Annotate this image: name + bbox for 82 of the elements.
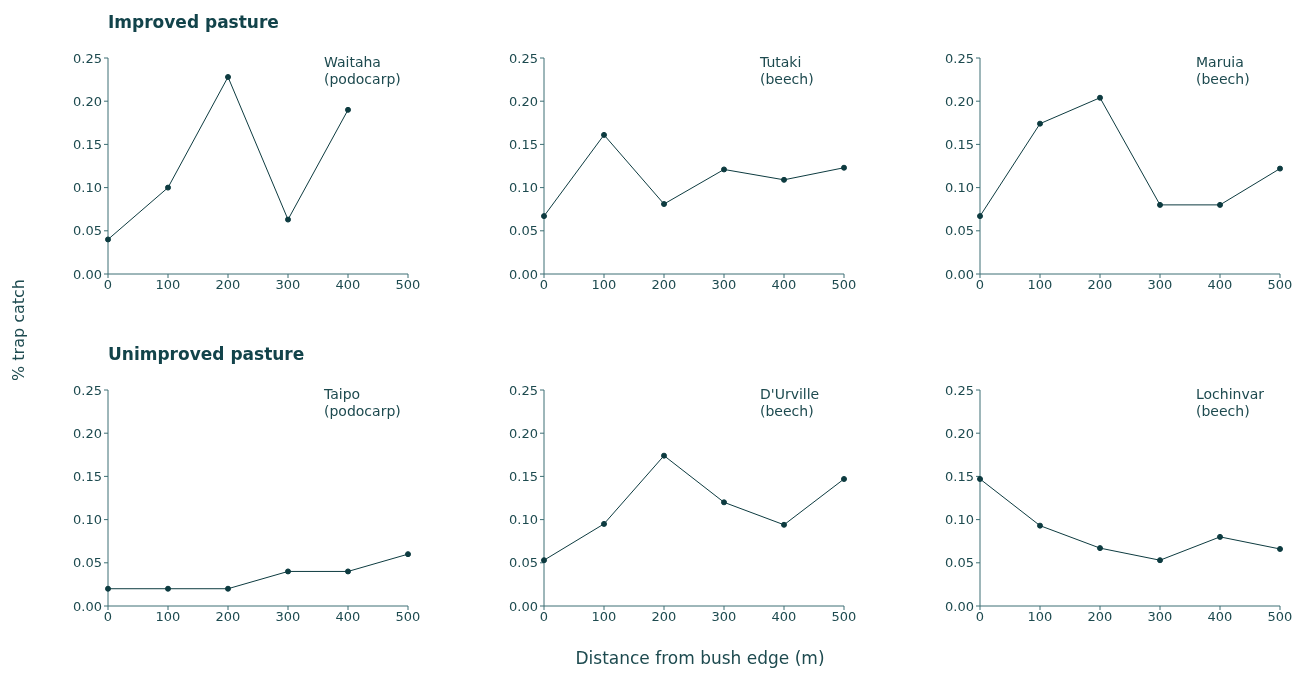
y-tick-label: 0.15 xyxy=(509,469,538,485)
y-tick-label: 0.05 xyxy=(945,223,974,239)
y-tick-label: 0.05 xyxy=(73,223,102,239)
y-tick-label: 0.15 xyxy=(945,469,974,485)
y-tick-label: 0.15 xyxy=(73,137,102,153)
y-tick-label: 0.00 xyxy=(73,598,102,614)
x-tick-label: 0 xyxy=(539,609,549,625)
x-tick-label: 100 xyxy=(1027,277,1053,293)
y-tick-label: 0.10 xyxy=(945,512,974,528)
x-tick-label: 200 xyxy=(1087,609,1113,625)
x-tick-label: 300 xyxy=(1147,277,1173,293)
y-tick-label: 0.10 xyxy=(945,180,974,196)
y-tick-label: 0.00 xyxy=(73,266,102,282)
y-tick-label: 0.20 xyxy=(509,93,538,109)
y-tick-label: 0.15 xyxy=(509,137,538,153)
x-tick-label: 300 xyxy=(711,609,737,625)
y-tick-label: 0.05 xyxy=(73,555,102,571)
y-tick-label: 0.05 xyxy=(509,223,538,239)
x-tick-label: 200 xyxy=(651,609,677,625)
y-tick-label: 0.05 xyxy=(945,555,974,571)
chart-title: Unimproved pasture xyxy=(108,344,305,364)
y-tick-label: 0.20 xyxy=(945,93,974,109)
chart-subtitle: Lochinvar (beech) xyxy=(1196,386,1265,420)
x-tick-label: 300 xyxy=(1147,609,1173,625)
x-tick-label: 200 xyxy=(1087,277,1113,293)
y-tick-label: 0.25 xyxy=(509,50,538,66)
x-tick-label: 100 xyxy=(155,277,181,293)
y-tick-label: 0.15 xyxy=(73,469,102,485)
x-tick-label: 400 xyxy=(771,277,797,293)
y-tick-label: 0.10 xyxy=(73,512,102,528)
y-tick-label: 0.10 xyxy=(509,180,538,196)
y-tick-label: 0.25 xyxy=(509,382,538,398)
y-tick-label: 0.10 xyxy=(73,180,102,196)
x-tick-label: 500 xyxy=(831,609,857,625)
x-tick-label: 200 xyxy=(651,277,677,293)
x-tick-label: 500 xyxy=(831,277,857,293)
x-tick-label: 500 xyxy=(1267,277,1293,293)
x-tick-label: 0 xyxy=(103,609,113,625)
x-tick-label: 500 xyxy=(395,277,421,293)
chart-subtitle: Tutaki (beech) xyxy=(760,54,814,88)
x-tick-label: 300 xyxy=(275,609,301,625)
x-tick-label: 200 xyxy=(215,277,241,293)
y-tick-label: 0.25 xyxy=(945,382,974,398)
y-tick-label: 0.00 xyxy=(509,598,538,614)
x-tick-label: 400 xyxy=(1207,609,1233,625)
x-tick-label: 0 xyxy=(975,609,985,625)
y-axis-title: % trap catch xyxy=(8,279,28,381)
x-tick-label: 100 xyxy=(1027,609,1053,625)
x-tick-label: 400 xyxy=(771,609,797,625)
y-tick-label: 0.05 xyxy=(509,555,538,571)
x-tick-label: 400 xyxy=(335,277,361,293)
y-tick-label: 0.00 xyxy=(945,598,974,614)
chart-subtitle: D'Urville (beech) xyxy=(760,386,820,420)
x-tick-label: 0 xyxy=(539,277,549,293)
y-tick-label: 0.25 xyxy=(945,50,974,66)
x-tick-label: 500 xyxy=(1267,609,1293,625)
x-axis-title: Distance from bush edge (m) xyxy=(575,648,825,668)
y-tick-label: 0.20 xyxy=(73,93,102,109)
chart-subtitle: Taipo (podocarp) xyxy=(324,386,401,420)
x-tick-label: 500 xyxy=(395,609,421,625)
y-tick-label: 0.20 xyxy=(945,425,974,441)
chart-subtitle: Maruia (beech) xyxy=(1196,54,1250,88)
x-tick-label: 100 xyxy=(155,609,181,625)
y-tick-label: 0.20 xyxy=(509,425,538,441)
y-tick-label: 0.00 xyxy=(509,266,538,282)
y-tick-label: 0.20 xyxy=(73,425,102,441)
y-tick-label: 0.00 xyxy=(945,266,974,282)
x-tick-label: 400 xyxy=(1207,277,1233,293)
x-tick-label: 0 xyxy=(975,277,985,293)
x-tick-label: 0 xyxy=(103,277,113,293)
x-tick-label: 300 xyxy=(711,277,737,293)
y-tick-label: 0.25 xyxy=(73,382,102,398)
x-tick-label: 100 xyxy=(591,277,617,293)
chart-subtitle: Waitaha (podocarp) xyxy=(324,54,401,88)
chart-title: Improved pasture xyxy=(108,12,279,32)
y-tick-label: 0.25 xyxy=(73,50,102,66)
y-tick-label: 0.10 xyxy=(509,512,538,528)
y-tick-label: 0.15 xyxy=(945,137,974,153)
x-tick-label: 200 xyxy=(215,609,241,625)
x-tick-label: 300 xyxy=(275,277,301,293)
x-tick-label: 100 xyxy=(591,609,617,625)
x-tick-label: 400 xyxy=(335,609,361,625)
